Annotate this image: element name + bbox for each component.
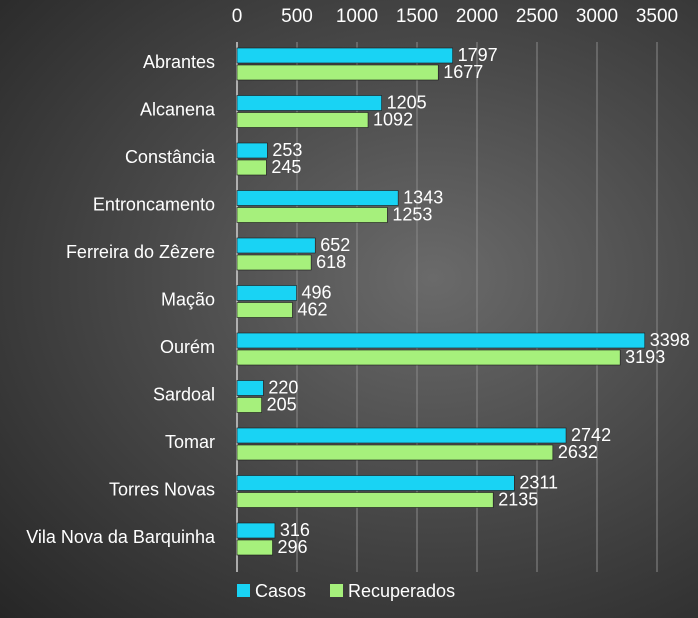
bar-recuperados — [236, 207, 388, 223]
data-label: 1092 — [373, 110, 413, 130]
category-label: Constância — [125, 147, 216, 167]
bar-recuperados — [236, 159, 267, 176]
bar-casos — [236, 95, 382, 111]
bar-casos — [236, 522, 276, 539]
data-label: 253 — [272, 140, 302, 160]
bar-casos — [236, 47, 453, 64]
category-label: Torres Novas — [109, 480, 215, 500]
x-tick-label: 1000 — [336, 6, 378, 27]
category-label: Mação — [161, 290, 215, 310]
data-label: 3398 — [650, 330, 690, 350]
bar-recuperados — [236, 397, 262, 413]
bar-casos — [236, 285, 297, 301]
bar-casos — [236, 332, 646, 349]
category-label: Alcanena — [140, 100, 216, 120]
bar-recuperados — [236, 302, 293, 318]
data-label: 2311 — [519, 473, 558, 493]
category-label: Ferreira do Zêzere — [66, 242, 215, 262]
data-label: 3193 — [625, 347, 665, 367]
category-label: Sardoal — [153, 385, 215, 405]
data-label: 1797 — [458, 45, 498, 65]
legend: Casos Recuperados — [237, 581, 455, 601]
data-label: 2742 — [571, 425, 611, 445]
legend-label: Casos — [255, 581, 306, 601]
data-label: 220 — [268, 378, 298, 398]
bar-casos — [236, 475, 515, 491]
category-label: Abrantes — [143, 52, 215, 72]
data-label: 496 — [302, 283, 332, 303]
x-tick-label: 3500 — [636, 6, 678, 27]
bar-recuperados — [236, 254, 312, 271]
data-label: 1253 — [392, 205, 432, 225]
legend-label: Recuperados — [348, 581, 455, 601]
bar-casos — [236, 427, 567, 444]
category-label: Entroncamento — [93, 195, 215, 215]
bar-casos — [236, 190, 399, 206]
category-label: Tomar — [165, 432, 215, 452]
bar-recuperados — [236, 64, 439, 81]
data-label: 1343 — [403, 188, 443, 208]
bar-recuperados — [236, 492, 494, 508]
data-label: 1205 — [387, 93, 427, 113]
data-label: 1677 — [443, 62, 483, 82]
data-label: 462 — [297, 300, 327, 320]
category-label: Ourém — [160, 337, 215, 357]
data-label: 652 — [320, 235, 350, 255]
data-label: 205 — [267, 395, 297, 415]
bar-casos — [236, 237, 316, 254]
data-label: 245 — [271, 157, 301, 177]
bar-recuperados — [236, 112, 369, 128]
x-tick-label: 3000 — [576, 6, 618, 27]
bars — [236, 47, 646, 556]
data-label: 618 — [316, 252, 346, 272]
x-tick-label: 0 — [232, 6, 243, 27]
x-tick-label: 500 — [281, 6, 313, 27]
data-label: 2135 — [498, 490, 538, 510]
bar-casos — [236, 380, 264, 396]
x-tick-label: 2000 — [456, 6, 498, 27]
legend-swatch — [237, 584, 250, 597]
x-axis-ticks: 0 500 1000 1500 2000 2500 3000 3500 — [232, 6, 678, 27]
category-label: Vila Nova da Barquinha — [26, 527, 216, 547]
legend-swatch — [330, 584, 343, 597]
category-labels: Abrantes Alcanena Constância Entroncamento F… — [26, 52, 216, 547]
x-tick-label: 2500 — [516, 6, 558, 27]
x-tick-label: 1500 — [396, 6, 438, 27]
bar-casos — [236, 142, 268, 159]
bar-recuperados — [236, 349, 621, 366]
bar-recuperados — [236, 444, 554, 461]
data-label: 296 — [278, 537, 308, 557]
bar-recuperados — [236, 539, 273, 556]
data-label: 316 — [280, 520, 310, 540]
data-label: 2632 — [558, 442, 598, 462]
